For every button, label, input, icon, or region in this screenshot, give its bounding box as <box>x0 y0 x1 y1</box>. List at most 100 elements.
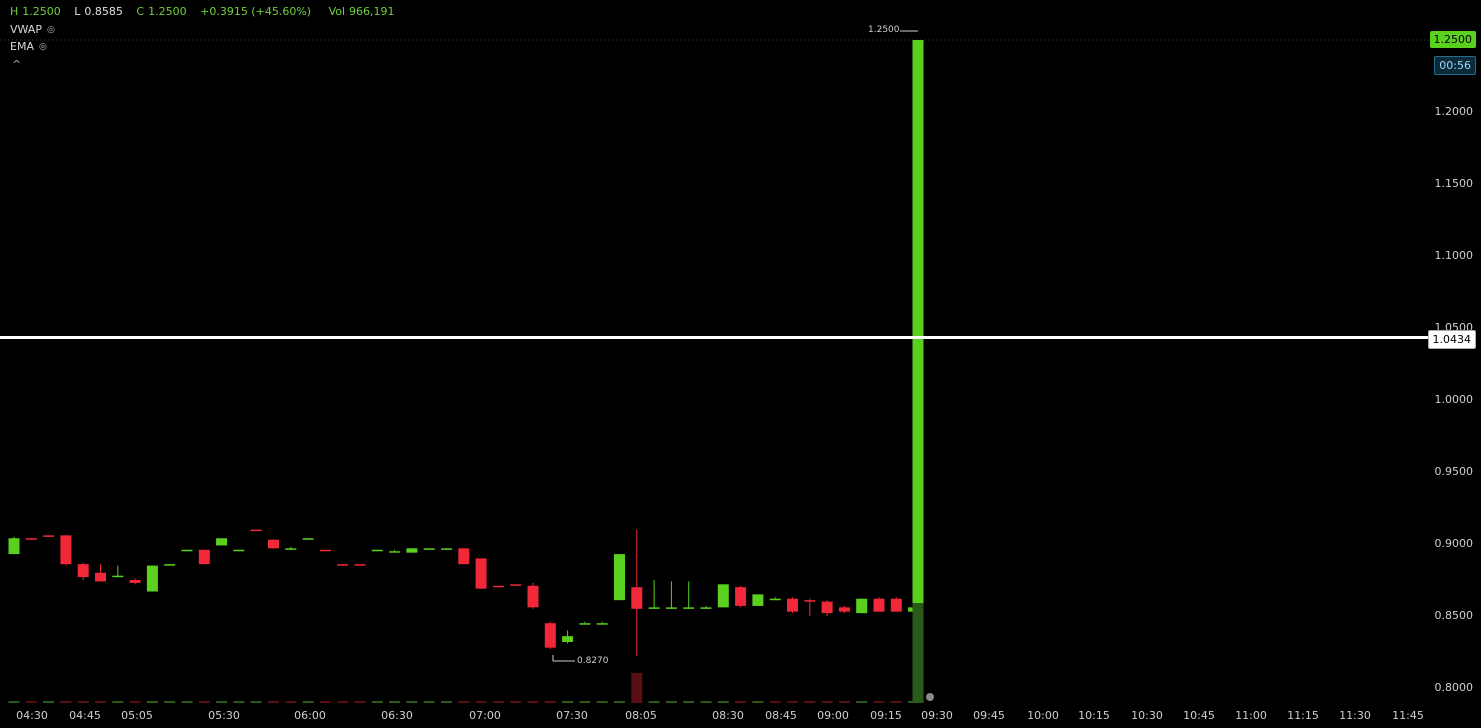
candle-body <box>216 538 228 546</box>
x-tick-label: 11:15 <box>1287 709 1319 722</box>
volume-bar <box>77 701 89 703</box>
y-tick-label: 0.9000 <box>1434 537 1474 550</box>
low-label: L <box>74 5 81 18</box>
candle-body <box>129 580 141 583</box>
candle-body <box>527 585 539 608</box>
x-tick-label: 10:45 <box>1183 709 1215 722</box>
candle-body <box>371 549 383 552</box>
indicator-ema[interactable]: EMA ◎ <box>10 40 47 53</box>
volume-bar <box>890 701 902 703</box>
collapse-indicators-icon[interactable]: ^ <box>12 58 22 71</box>
eye-hidden-icon[interactable]: ◎ <box>46 25 55 35</box>
candle-body <box>441 548 452 550</box>
volume-bar <box>146 701 158 703</box>
candle-body <box>804 600 816 602</box>
low-annotation: 0.8270 <box>577 656 609 666</box>
high-label: H <box>10 5 19 18</box>
volume-label: Vol <box>328 5 346 18</box>
x-tick-label: 04:45 <box>69 709 101 722</box>
y-tick-label: 1.2000 <box>1434 105 1474 118</box>
x-tick-label: 05:30 <box>208 709 240 722</box>
x-tick-label: 08:45 <box>765 709 797 722</box>
change-value: +0.3915 (+45.60%) <box>200 5 312 18</box>
candle-body <box>198 549 210 565</box>
candle-body <box>423 548 435 550</box>
indicator-vwap-label: VWAP <box>10 23 42 36</box>
candle-body <box>492 585 504 588</box>
candle-body <box>665 607 677 609</box>
volume-bar <box>804 701 816 703</box>
indicator-vwap[interactable]: VWAP ◎ <box>10 23 55 36</box>
horizontal-line-price-badge[interactable]: 1.0434 <box>1427 330 1476 349</box>
candle-body <box>631 587 643 609</box>
candle-body <box>60 535 72 565</box>
volume-bar <box>510 701 522 703</box>
candle-body <box>354 564 366 566</box>
volume-bar <box>354 701 366 703</box>
volume-bar <box>579 701 591 703</box>
volume-bar <box>912 603 924 703</box>
last-price-badge: 1.2500 <box>1429 31 1476 48</box>
candle-body <box>268 539 279 549</box>
candle-body <box>683 607 695 609</box>
volume-bar <box>700 701 712 703</box>
volume-bar <box>856 701 868 703</box>
candle-body <box>769 598 781 601</box>
x-tick-label: 11:45 <box>1392 709 1424 722</box>
candle-body <box>752 594 764 606</box>
volume-bar <box>337 701 349 703</box>
volume-bar <box>129 701 141 703</box>
volume-bar <box>43 701 55 703</box>
volume-bar <box>60 701 72 703</box>
volume-bar <box>665 701 677 703</box>
eye-hidden-icon[interactable]: ◎ <box>38 42 47 52</box>
volume-bar <box>717 701 729 703</box>
candle-body <box>717 584 729 608</box>
candle-body <box>77 564 89 578</box>
y-tick-label: 1.1500 <box>1434 177 1474 190</box>
high-annotation: 1.2500 <box>868 25 900 35</box>
candle-body <box>821 601 833 614</box>
candle-body <box>735 587 747 606</box>
candle-body <box>890 598 902 612</box>
indicator-ema-label: EMA <box>10 40 34 53</box>
candle-body <box>319 549 331 552</box>
x-tick-label: 09:00 <box>817 709 849 722</box>
x-tick-label: 09:15 <box>870 709 902 722</box>
candle-body <box>648 607 660 609</box>
volume-bar <box>769 701 781 703</box>
volume-bar <box>302 701 314 703</box>
candle-body <box>406 548 418 553</box>
x-tick-label: 05:05 <box>121 709 153 722</box>
volume-bar <box>648 701 660 703</box>
y-tick-label: 1.0000 <box>1434 393 1474 406</box>
current-bar-marker <box>926 693 934 701</box>
low-value: 0.8585 <box>84 5 123 18</box>
volume-bar <box>406 701 418 703</box>
candle-body <box>614 554 625 601</box>
x-tick-label: 07:00 <box>469 709 501 722</box>
candle-body <box>8 538 20 555</box>
candle-body <box>475 558 487 589</box>
volume-bar <box>250 701 262 703</box>
candle-body <box>250 529 262 532</box>
high-value: 1.2500 <box>22 5 61 18</box>
candle-body <box>302 538 314 540</box>
x-tick-label: 04:30 <box>16 709 48 722</box>
volume-bar <box>268 701 279 703</box>
x-tick-label: 08:05 <box>625 709 657 722</box>
volume-bar <box>787 701 798 703</box>
volume-bar <box>873 701 885 703</box>
candle-body <box>873 598 885 612</box>
candle-body <box>337 564 349 566</box>
countdown-badge: 00:56 <box>1434 56 1476 75</box>
x-tick-label: 07:30 <box>556 709 588 722</box>
volume-bar <box>371 701 383 703</box>
candle-body <box>912 40 924 604</box>
volume-value: 966,191 <box>349 5 395 18</box>
candle-body <box>164 564 176 566</box>
volume-bar <box>683 701 695 703</box>
x-tick-label: 10:30 <box>1131 709 1163 722</box>
volume-bar <box>164 701 176 703</box>
